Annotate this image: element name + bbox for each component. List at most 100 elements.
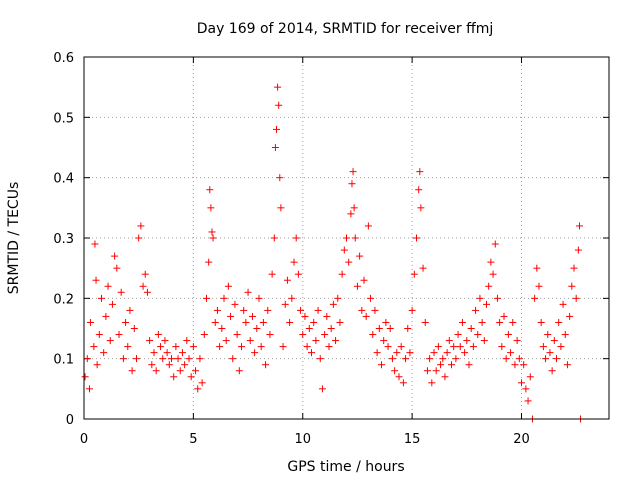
- y-tick-label: 0.4: [53, 172, 74, 187]
- data-point: [207, 204, 215, 212]
- data-point: [434, 343, 442, 351]
- data-point: [456, 343, 464, 351]
- data-point: [321, 331, 329, 339]
- data-point: [181, 361, 189, 369]
- x-tick-label: 5: [189, 432, 197, 447]
- data-point: [146, 337, 154, 345]
- data-point: [224, 282, 232, 290]
- data-point: [537, 318, 545, 326]
- data-point: [108, 300, 116, 308]
- data-point: [192, 367, 200, 375]
- data-point: [130, 325, 138, 332]
- data-point: [443, 349, 451, 357]
- data-point: [170, 373, 178, 381]
- data-point: [340, 246, 348, 254]
- data-point: [478, 318, 486, 326]
- data-point: [316, 355, 324, 363]
- data-point: [163, 349, 171, 357]
- data-point: [563, 361, 571, 369]
- data-point: [360, 276, 368, 284]
- data-point: [500, 312, 508, 320]
- data-point: [507, 349, 515, 357]
- data-point: [483, 300, 490, 308]
- x-tick-label: 0: [80, 432, 88, 447]
- y-tick-label: 0: [66, 413, 74, 428]
- data-point: [314, 306, 322, 314]
- data-point: [485, 282, 493, 290]
- data-point: [559, 300, 567, 308]
- data-point: [178, 349, 186, 357]
- data-point: [220, 294, 228, 302]
- data-point: [386, 325, 394, 332]
- data-point: [480, 337, 488, 345]
- data-point: [122, 318, 130, 326]
- data-point: [81, 373, 89, 381]
- data-point: [303, 343, 311, 351]
- data-point: [533, 264, 541, 272]
- data-point: [373, 349, 381, 357]
- data-point: [276, 174, 284, 182]
- data-point: [334, 294, 342, 302]
- data-point: [362, 312, 370, 320]
- data-point: [85, 385, 93, 393]
- data-point: [137, 222, 145, 230]
- data-point: [458, 318, 466, 326]
- data-point: [461, 349, 469, 357]
- data-point: [504, 331, 512, 339]
- data-point: [327, 325, 335, 332]
- data-point: [248, 312, 256, 320]
- data-point: [124, 343, 132, 351]
- data-point: [274, 83, 282, 91]
- data-point: [154, 331, 162, 339]
- data-point: [415, 186, 423, 194]
- data-point: [200, 331, 208, 339]
- data-point: [426, 355, 434, 363]
- axis-ticks: 0 0.1 0.2 0.3 0.4 0.5 0.6 0 5 10 15 20: [53, 51, 609, 447]
- data-point: [246, 337, 254, 345]
- data-point: [301, 312, 309, 320]
- data-point: [502, 355, 510, 363]
- data-point: [139, 282, 147, 290]
- data-point: [467, 325, 475, 332]
- data-point: [350, 204, 358, 212]
- data-point: [143, 288, 151, 296]
- data-point: [489, 270, 497, 278]
- data-point: [229, 355, 237, 363]
- data-point: [513, 337, 521, 345]
- data-point: [240, 306, 248, 314]
- data-point: [432, 367, 440, 375]
- data-point: [150, 349, 158, 357]
- data-point: [100, 349, 108, 357]
- data-point: [297, 306, 305, 314]
- data-point: [509, 318, 517, 326]
- data-point: [87, 318, 95, 326]
- data-point: [358, 306, 366, 314]
- data-point: [157, 343, 165, 351]
- data-point: [399, 379, 407, 387]
- y-tick-label: 0.5: [53, 111, 74, 126]
- data-point: [428, 379, 436, 387]
- data-point: [185, 355, 193, 363]
- data-point: [364, 222, 372, 230]
- data-point: [382, 318, 390, 326]
- data-point: [294, 270, 302, 278]
- data-point: [336, 318, 344, 326]
- data-point: [206, 186, 214, 194]
- data-point: [95, 331, 103, 339]
- data-point: [251, 349, 259, 357]
- data-point: [213, 306, 221, 314]
- data-point: [106, 337, 114, 345]
- data-point: [402, 355, 410, 363]
- data-point: [165, 361, 173, 369]
- data-point: [353, 282, 361, 290]
- data-point: [555, 318, 563, 326]
- data-point: [395, 373, 403, 381]
- data-point: [531, 294, 539, 302]
- data-point: [572, 294, 580, 302]
- data-point: [421, 318, 429, 326]
- data-point: [546, 349, 554, 357]
- data-point: [257, 343, 265, 351]
- data-point: [539, 343, 547, 351]
- data-point: [238, 343, 245, 351]
- data-point: [384, 343, 392, 351]
